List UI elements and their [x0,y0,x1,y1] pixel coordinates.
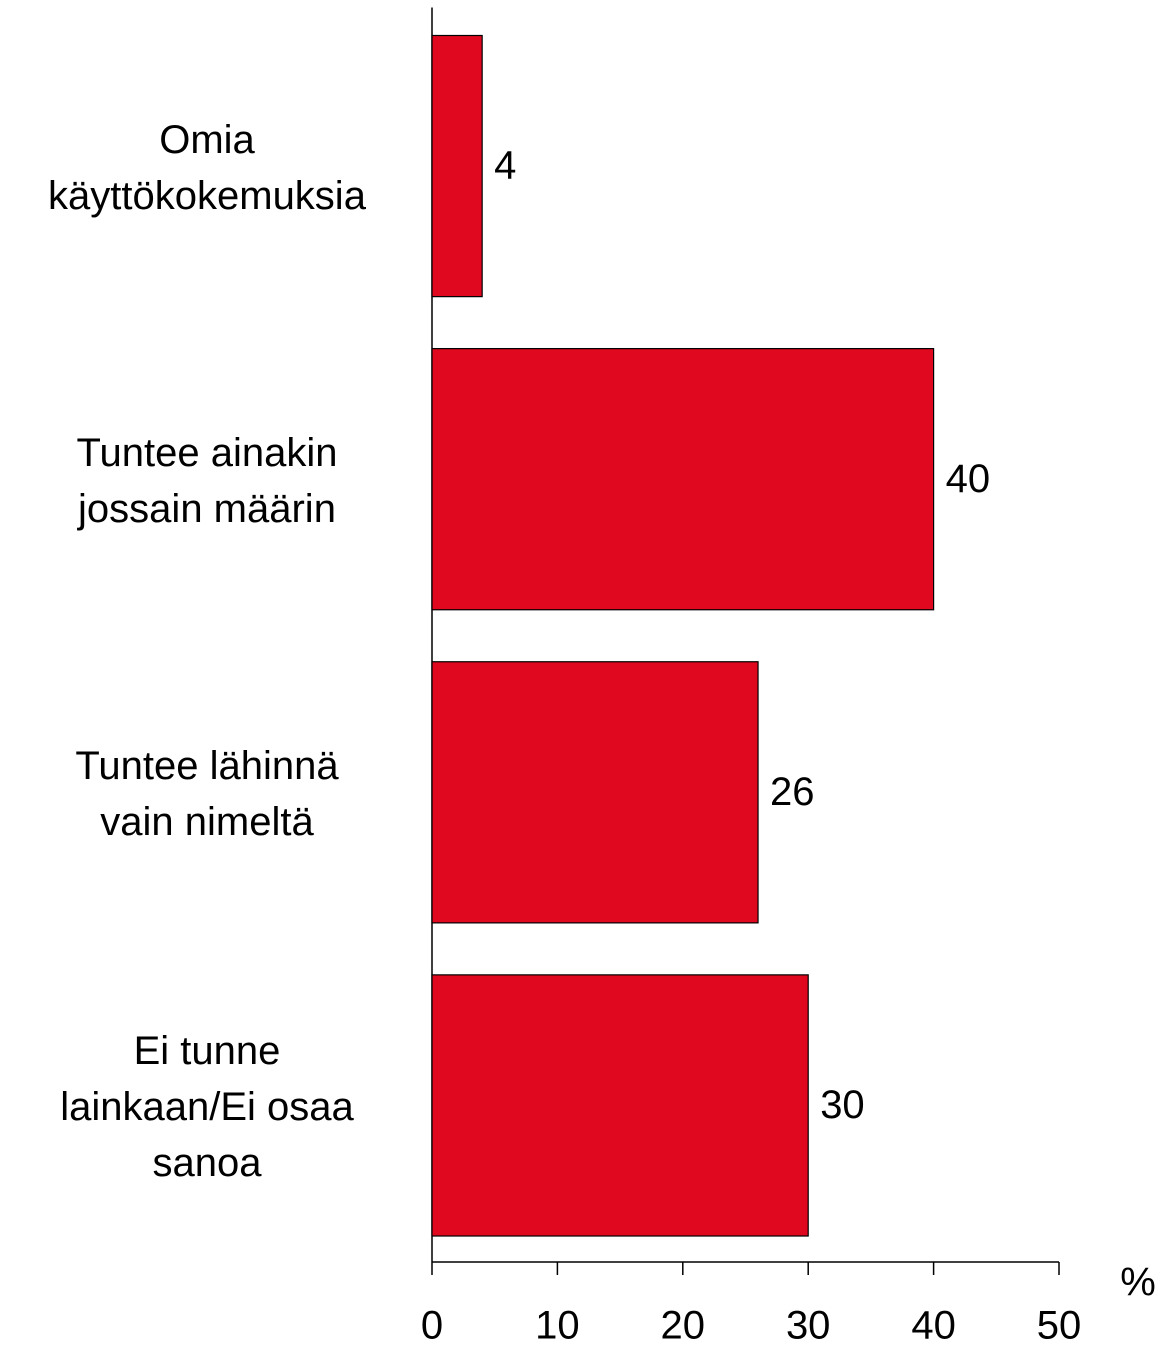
x-tick-label: 50 [1037,1304,1082,1347]
bar [431,974,809,1237]
bar [431,34,483,298]
y-tick-label: Ei tunne lainkaan/Ei osaa sanoa [60,1029,354,1186]
x-tick-label: 10 [535,1304,580,1347]
x-tick-label: 20 [661,1304,706,1347]
y-tick-label: Tuntee ainakin jossain määrin [76,431,338,532]
y-tick-label: Omia käyttökokemuksia [48,118,366,219]
bar [431,348,935,611]
x-tick-label: 40 [911,1304,956,1347]
value-label: 4 [494,144,516,188]
x-tick-label: 0 [421,1304,443,1347]
x-tick-label: 30 [786,1304,831,1347]
y-tick-label: Tuntee lähinnä vain nimeltä [75,744,339,845]
value-label: 40 [946,457,991,501]
bar [431,661,759,924]
value-label: 26 [770,770,815,814]
x-axis-label: % [1120,1261,1156,1305]
value-label: 30 [820,1083,865,1127]
